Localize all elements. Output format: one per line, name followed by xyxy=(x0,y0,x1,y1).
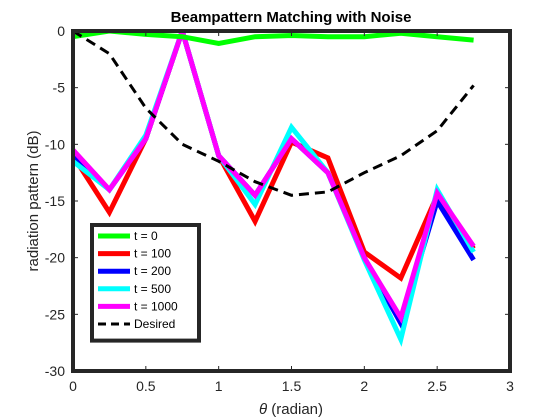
x-tick-label: 1.5 xyxy=(282,378,302,394)
x-axis-symbol: θ xyxy=(259,401,267,418)
x-ticks: 0 0.5 1 1.5 2 2.5 3 xyxy=(69,31,514,394)
y-tick-label: -20 xyxy=(45,250,65,266)
legend-label: t = 0 xyxy=(134,229,158,243)
x-tick-label: 0.5 xyxy=(136,378,156,394)
legend-label: Desired xyxy=(134,317,175,331)
x-tick-label: 1 xyxy=(215,378,223,394)
legend-label: t = 500 xyxy=(134,282,171,296)
series-line-desired xyxy=(73,31,475,197)
y-tick-label: -15 xyxy=(45,193,65,209)
x-tick-label: 2 xyxy=(360,378,368,394)
y-axis-label: radiation pattern (dB) xyxy=(25,131,42,272)
y-tick-label: -25 xyxy=(45,306,65,322)
legend-label: t = 100 xyxy=(134,247,171,261)
series-lines xyxy=(73,31,476,347)
chart-title: Beampattern Matching with Noise xyxy=(171,9,412,26)
legend-label: t = 1000 xyxy=(134,299,178,313)
series-line-t-0 xyxy=(73,31,474,47)
x-axis-label: θ (radian) xyxy=(259,401,323,418)
y-ticks: 0 -5 -10 -15 -20 -25 -30 xyxy=(45,23,510,379)
legend-label: t = 200 xyxy=(134,264,171,278)
y-tick-label: 0 xyxy=(57,23,65,39)
x-axis-unit: (radian) xyxy=(267,401,323,418)
x-tick-label: 2.5 xyxy=(427,378,447,394)
y-tick-label: -5 xyxy=(53,80,66,96)
y-tick-label: -30 xyxy=(45,363,65,379)
legend: t = 0 t = 100 t = 200 t = 500 t = 1000 Desire… xyxy=(90,223,201,343)
legend-box xyxy=(90,223,201,343)
x-tick-label: 0 xyxy=(69,378,77,394)
x-tick-label: 3 xyxy=(506,378,514,394)
series-line-t-1000 xyxy=(73,31,476,324)
y-tick-label: -10 xyxy=(45,136,65,152)
